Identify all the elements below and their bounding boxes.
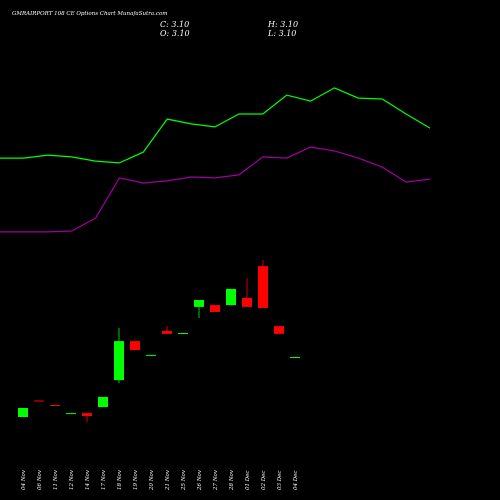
candle-body (290, 357, 300, 358)
indicator-line (0, 146, 431, 233)
ohlc-value: 3.10 (171, 20, 189, 29)
candle-body (18, 408, 28, 417)
x-tick-label: 21 Nov (165, 469, 171, 491)
candle-body (274, 326, 284, 334)
ohlc-value: 3.10 (280, 20, 298, 29)
x-tick-label: 17 Nov (101, 469, 107, 490)
candle-body (178, 333, 188, 334)
x-tick-label: 11 Nov (53, 469, 59, 490)
x-tick-label: 04 Dec (293, 471, 299, 491)
x-tick-label: 01 Dec (245, 471, 251, 491)
ohlc-name: H: (267, 20, 278, 29)
candle-body (130, 341, 140, 351)
x-tick-label: 25 Nov (181, 469, 187, 491)
candle-body (242, 297, 252, 307)
x-tick-label: 04 Nov (21, 469, 27, 490)
x-tick-label: 14 Nov (85, 469, 91, 490)
indicator-line (0, 87, 431, 164)
x-tick-label: 27 Nov (213, 469, 219, 491)
x-tick-label: 19 Nov (133, 469, 139, 490)
candle-body (194, 300, 204, 307)
chart-title: GMRAIRPORT 108 CE Options Chart MunafaSu… (12, 11, 167, 17)
candle-body (258, 266, 268, 309)
x-tick-label: 03 Dec (277, 471, 283, 491)
candle-body (82, 413, 92, 417)
ohlc-close: C: 3.10 (160, 20, 189, 29)
candle-body (162, 330, 172, 334)
ohlc-high: H: 3.10 (267, 20, 298, 29)
ohlc-open: O: 3.10 (160, 29, 190, 38)
x-tick-label: 26 Nov (197, 469, 203, 491)
candle-body (226, 288, 236, 306)
candle-body (210, 305, 220, 312)
candle-body (98, 396, 108, 408)
x-tick-label: 12 Nov (69, 469, 75, 490)
x-tick-label: 18 Nov (117, 469, 123, 490)
ohlc-name: O: (160, 29, 170, 38)
ohlc-low: L: 3.10 (267, 29, 296, 38)
ohlc-value: 3.10 (172, 29, 190, 38)
ohlc-name: C: (160, 20, 169, 29)
ohlc-value: 3.10 (279, 29, 297, 38)
x-tick-label: 20 Nov (149, 469, 155, 491)
x-tick-label: 28 Nov (229, 469, 235, 491)
candle-body (66, 413, 76, 415)
candle-body (114, 341, 124, 381)
candle-body (146, 354, 156, 356)
x-tick-label: 06 Nov (37, 469, 43, 490)
candle-body (34, 400, 44, 402)
x-tick-label: 02 Dec (261, 471, 267, 491)
ohlc-name: L: (267, 29, 276, 38)
candle-body (50, 405, 60, 406)
